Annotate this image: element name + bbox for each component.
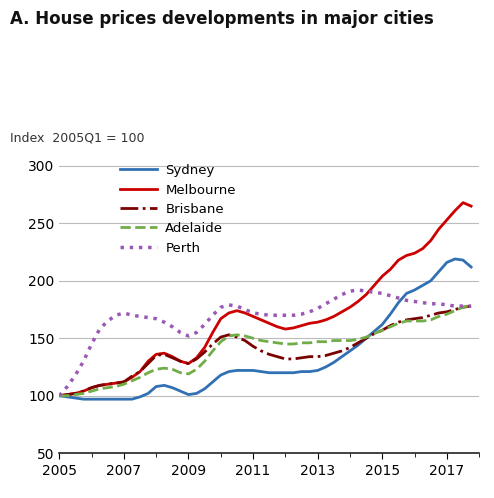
Melbourne <box>250 313 256 319</box>
Melbourne <box>323 317 329 323</box>
Perth <box>56 393 62 399</box>
Melbourne <box>460 200 466 206</box>
Sydney <box>452 256 458 262</box>
Sydney <box>331 360 337 366</box>
Sydney <box>56 393 62 399</box>
Brisbane <box>88 384 94 390</box>
Text: Index  2005Q1 = 100: Index 2005Q1 = 100 <box>10 131 144 144</box>
Perth <box>202 322 207 328</box>
Adelaide <box>202 358 207 364</box>
Melbourne <box>56 393 62 399</box>
Perth <box>250 310 256 316</box>
Sydney <box>81 396 86 402</box>
Melbourne <box>202 345 207 351</box>
Line: Perth: Perth <box>59 290 471 396</box>
Brisbane <box>436 310 442 316</box>
Line: Sydney: Sydney <box>59 259 471 399</box>
Adelaide <box>250 335 256 341</box>
Melbourne <box>307 320 313 326</box>
Melbourne <box>88 384 94 390</box>
Brisbane <box>250 343 256 349</box>
Adelaide <box>56 393 62 399</box>
Perth <box>307 309 313 315</box>
Sydney <box>283 370 288 375</box>
Legend: Sydney, Melbourne, Brisbane, Adelaide, Perth: Sydney, Melbourne, Brisbane, Adelaide, P… <box>121 164 236 255</box>
Perth <box>355 287 361 293</box>
Brisbane <box>323 353 329 359</box>
Adelaide <box>436 313 442 319</box>
Sydney <box>468 264 474 270</box>
Brisbane <box>56 393 62 399</box>
Melbourne <box>468 203 474 209</box>
Adelaide <box>307 340 313 346</box>
Sydney <box>258 369 264 374</box>
Adelaide <box>323 339 329 345</box>
Text: A. House prices developments in major cities: A. House prices developments in major ci… <box>10 10 434 28</box>
Line: Melbourne: Melbourne <box>59 203 471 396</box>
Line: Brisbane: Brisbane <box>59 306 471 396</box>
Brisbane <box>307 354 313 360</box>
Sydney <box>315 368 321 374</box>
Sydney <box>97 396 103 402</box>
Sydney <box>210 379 216 385</box>
Adelaide <box>88 388 94 394</box>
Perth <box>88 341 94 347</box>
Perth <box>323 301 329 307</box>
Brisbane <box>202 349 207 355</box>
Adelaide <box>468 302 474 308</box>
Line: Adelaide: Adelaide <box>59 305 471 396</box>
Perth <box>444 302 450 308</box>
Melbourne <box>436 226 442 232</box>
Brisbane <box>468 303 474 309</box>
Perth <box>468 303 474 309</box>
